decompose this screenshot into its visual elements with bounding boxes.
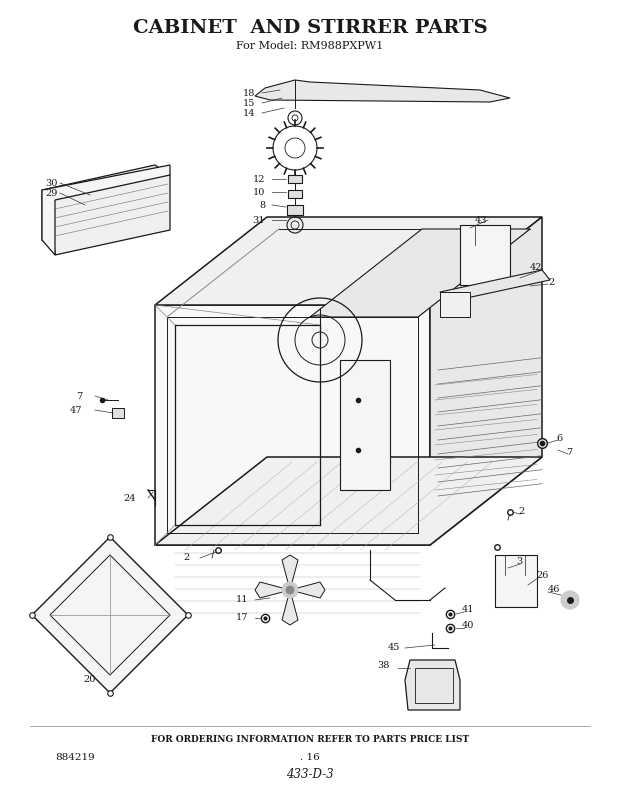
Text: eReplacementParts.com: eReplacementParts.com — [234, 383, 386, 397]
Text: 17: 17 — [236, 614, 248, 623]
Text: 45: 45 — [388, 644, 400, 653]
Polygon shape — [282, 555, 298, 590]
Text: 14: 14 — [242, 108, 255, 118]
Polygon shape — [440, 270, 550, 302]
Text: 6: 6 — [556, 434, 562, 442]
Bar — [112, 408, 124, 418]
Text: 12: 12 — [252, 175, 265, 183]
Polygon shape — [255, 80, 510, 102]
Polygon shape — [155, 457, 542, 545]
Text: 26: 26 — [536, 571, 548, 581]
Bar — [288, 175, 302, 183]
Text: 10: 10 — [252, 187, 265, 197]
Text: 2: 2 — [548, 277, 554, 287]
Text: 884219: 884219 — [55, 754, 95, 762]
Text: . 16: . 16 — [300, 754, 320, 762]
Polygon shape — [255, 582, 290, 598]
Text: 40: 40 — [462, 622, 474, 630]
Bar — [440, 292, 470, 317]
Text: 20: 20 — [84, 675, 96, 684]
Polygon shape — [310, 229, 530, 317]
Text: 46: 46 — [548, 585, 560, 595]
Polygon shape — [155, 305, 430, 545]
Text: 30: 30 — [45, 179, 58, 187]
Text: 433-D-3: 433-D-3 — [286, 768, 334, 781]
Bar — [340, 360, 390, 490]
Polygon shape — [282, 590, 298, 625]
Polygon shape — [155, 217, 542, 305]
Text: For Model: RM988PXPW1: For Model: RM988PXPW1 — [236, 41, 384, 51]
Bar — [415, 668, 453, 703]
Text: 43: 43 — [475, 216, 487, 224]
Text: 38: 38 — [378, 660, 390, 669]
Circle shape — [282, 582, 298, 598]
Text: 24: 24 — [124, 494, 136, 502]
Circle shape — [286, 586, 294, 594]
Text: 2: 2 — [184, 554, 190, 562]
Bar — [460, 225, 510, 285]
Text: 42: 42 — [530, 264, 542, 273]
Text: 15: 15 — [242, 99, 255, 107]
Text: 18: 18 — [242, 88, 255, 97]
Text: 3: 3 — [516, 558, 522, 566]
Polygon shape — [290, 582, 325, 598]
Text: 8: 8 — [259, 201, 265, 209]
Text: 7: 7 — [566, 447, 572, 457]
Polygon shape — [430, 217, 542, 545]
Polygon shape — [42, 165, 170, 255]
Polygon shape — [42, 165, 170, 255]
Text: 29: 29 — [45, 189, 58, 198]
Circle shape — [561, 591, 579, 609]
Text: 31: 31 — [252, 216, 265, 224]
Text: 41: 41 — [462, 605, 474, 615]
Text: 2: 2 — [518, 507, 525, 517]
Bar — [288, 190, 302, 198]
Bar — [495, 555, 537, 607]
Text: 47: 47 — [69, 405, 82, 415]
Text: 7: 7 — [76, 392, 82, 401]
Polygon shape — [405, 660, 460, 710]
Text: 11: 11 — [236, 596, 248, 604]
Text: CABINET  AND STIRRER PARTS: CABINET AND STIRRER PARTS — [133, 19, 487, 37]
Polygon shape — [32, 537, 188, 693]
Bar — [287, 205, 303, 215]
Text: FOR ORDERING INFORMATION REFER TO PARTS PRICE LIST: FOR ORDERING INFORMATION REFER TO PARTS … — [151, 735, 469, 744]
